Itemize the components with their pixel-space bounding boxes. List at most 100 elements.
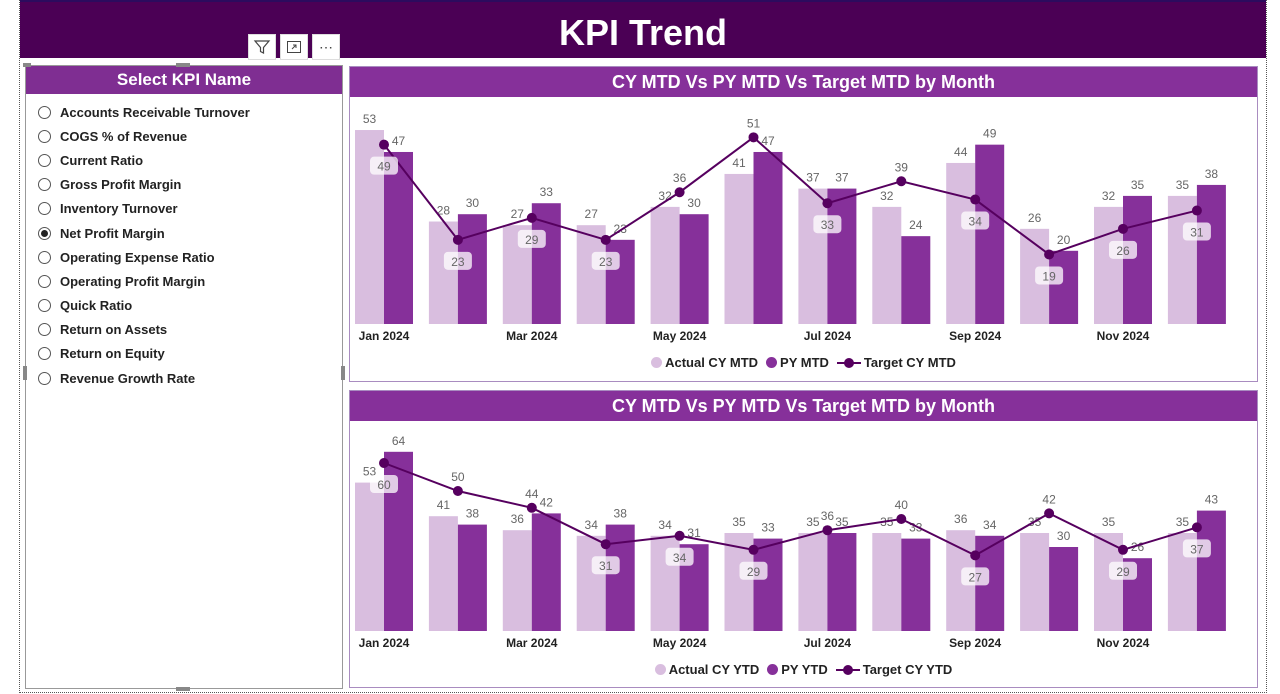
data-label-box: [1182, 222, 1211, 241]
slicer-item[interactable]: Operating Expense Ratio: [38, 245, 342, 269]
data-label-py: 24: [909, 218, 923, 232]
data-label-target: 23: [599, 255, 613, 269]
resize-handle[interactable]: [341, 366, 345, 380]
bar-py: [531, 513, 561, 631]
resize-handle[interactable]: [176, 63, 190, 67]
bar-py: [1196, 184, 1226, 324]
more-options-icon[interactable]: ⋯: [312, 34, 340, 60]
slicer-item-label: Return on Equity: [60, 346, 165, 362]
report-canvas: [19, 0, 1267, 693]
data-label-py: 35: [1131, 178, 1145, 192]
slicer-item[interactable]: Net Profit Margin: [38, 221, 342, 245]
radio-button[interactable]: [38, 202, 51, 216]
radio-button[interactable]: [38, 299, 51, 313]
data-label-box: [443, 251, 472, 270]
data-label-target: 44: [525, 487, 539, 501]
slicer-item[interactable]: Inventory Turnover: [38, 197, 342, 221]
slicer-item[interactable]: Quick Ratio: [38, 294, 342, 318]
legend-actual[interactable]: Actual CY YTD: [654, 662, 760, 677]
data-label-actual: 35: [1176, 515, 1190, 529]
legend-label: PY MTD: [780, 355, 829, 370]
slicer-item-label: Net Profit Margin: [60, 225, 165, 241]
slicer-item[interactable]: COGS % of Revenue: [38, 124, 342, 148]
focus-mode-icon[interactable]: [280, 34, 308, 60]
data-label-actual: 44: [954, 145, 968, 159]
legend-actual[interactable]: Actual CY MTD: [651, 355, 758, 370]
data-label-actual: 53: [363, 465, 377, 479]
data-label-actual: 35: [1102, 515, 1116, 529]
bar-py: [1049, 250, 1079, 324]
data-label-actual: 37: [806, 171, 820, 185]
slicer-item-label: Inventory Turnover: [60, 201, 178, 217]
slicer-item[interactable]: Return on Equity: [38, 342, 342, 366]
legend-dot-icon: [766, 357, 778, 368]
radio-button[interactable]: [38, 250, 51, 264]
data-label-target: 42: [1042, 492, 1056, 506]
chart-title: CY MTD Vs PY MTD Vs Target MTD by Month: [350, 67, 1257, 97]
slicer-item[interactable]: Revenue Growth Rate: [38, 366, 342, 390]
data-label-target: 40: [895, 498, 909, 512]
header-bar: KPI Trend: [20, 0, 1266, 58]
mtd-chart: 53 47 Jan 2024 28 30 27 33 Mar 2024 27 23 32 30 May …: [355, 112, 1226, 343]
slicer-item[interactable]: Current Ratio: [38, 148, 342, 172]
slicer-item[interactable]: Accounts Receivable Turnover: [38, 100, 342, 124]
data-label-target: 29: [1116, 565, 1130, 579]
data-label-actual: 41: [732, 156, 746, 170]
bar-actual: [576, 225, 606, 324]
bar-actual: [872, 206, 902, 324]
legend-py[interactable]: PY YTD: [767, 662, 828, 677]
data-label-py: 31: [687, 526, 701, 540]
resize-handle[interactable]: [23, 366, 27, 380]
legend-target[interactable]: Target CY YTD: [835, 662, 952, 677]
x-tick-label: Jan 2024: [359, 636, 410, 650]
resize-handle[interactable]: [23, 63, 31, 67]
radio-button[interactable]: [38, 226, 51, 240]
data-label-target: 60: [377, 478, 391, 492]
data-label-actual: 34: [585, 518, 599, 532]
filter-icon[interactable]: [248, 34, 276, 60]
slicer-item[interactable]: Return on Assets: [38, 318, 342, 342]
legend-target[interactable]: Target CY MTD: [836, 355, 956, 370]
bar-actual: [428, 516, 458, 631]
radio-button[interactable]: [38, 274, 51, 288]
data-label-py: 38: [1205, 167, 1219, 181]
data-label-actual: 28: [437, 204, 451, 218]
radio-button[interactable]: [38, 371, 51, 385]
radio-button[interactable]: [38, 129, 51, 143]
data-label-actual: 35: [1176, 178, 1190, 192]
target-point: [1191, 205, 1202, 216]
bar-py: [975, 144, 1005, 324]
legend-label: Actual CY YTD: [668, 662, 760, 677]
target-point: [600, 234, 611, 245]
slicer-item-label: Revenue Growth Rate: [60, 370, 196, 386]
data-label-box: [591, 251, 620, 270]
legend-dot-icon: [767, 664, 779, 675]
bar-py: [1123, 195, 1152, 324]
target-point: [970, 194, 981, 205]
slicer-item[interactable]: Operating Profit Margin: [38, 269, 342, 293]
data-label-target: 31: [1190, 226, 1204, 240]
radio-button[interactable]: [38, 153, 51, 167]
radio-button[interactable]: [38, 105, 51, 119]
bar-py: [679, 214, 709, 324]
radio-button[interactable]: [38, 347, 51, 361]
slicer-item[interactable]: Gross Profit Margin: [38, 173, 342, 197]
legend-py[interactable]: PY MTD: [766, 355, 829, 370]
radio-button[interactable]: [38, 323, 51, 337]
target-point: [452, 234, 463, 245]
data-label-py: 38: [614, 507, 628, 521]
resize-handle[interactable]: [176, 687, 190, 691]
x-tick-label: May 2024: [653, 329, 707, 343]
bar-actual: [650, 206, 680, 324]
target-line: [383, 136, 1198, 256]
bar-actual: [872, 533, 902, 631]
target-point: [896, 176, 907, 187]
x-tick-label: May 2024: [653, 636, 707, 650]
target-point: [1118, 223, 1128, 234]
data-label-box: [1109, 561, 1137, 580]
data-label-py: 37: [835, 171, 849, 185]
target-point: [822, 198, 833, 209]
bar-actual: [946, 162, 976, 324]
radio-button[interactable]: [38, 178, 51, 192]
